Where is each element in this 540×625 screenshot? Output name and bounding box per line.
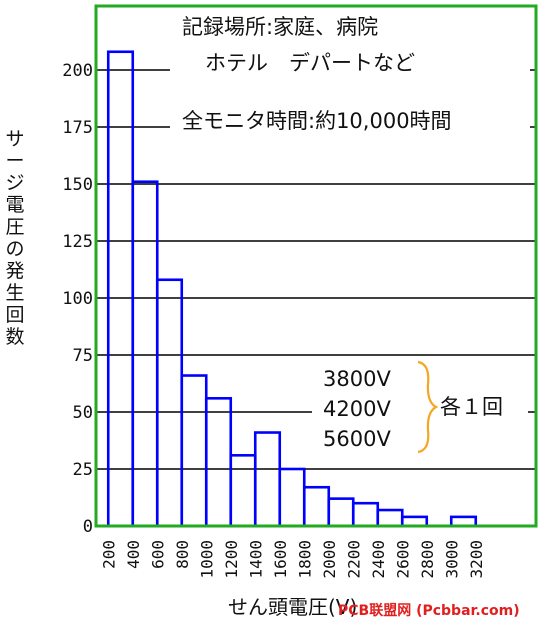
title-background (170, 10, 530, 138)
histogram-bar-2200 (351, 501, 380, 528)
x-tick-label: 1200 (222, 540, 241, 579)
y-tick-label: 175 (62, 118, 93, 138)
y-tick-label: 125 (62, 232, 93, 252)
histogram-bar-1800 (302, 485, 331, 528)
histogram-bar-800 (180, 374, 208, 528)
annotation-voltage: 5600V (323, 427, 391, 451)
annotation-background (312, 356, 528, 452)
annotation-label: 各１回 (440, 395, 503, 419)
x-tick-label: 3200 (467, 540, 486, 579)
annotation-voltage: 3800V (323, 367, 391, 391)
y-tick-label: 0 (83, 517, 93, 537)
histogram-bar-1400 (253, 431, 282, 528)
histogram-bar-1200 (229, 454, 257, 528)
x-axis-label: せん頭電圧(V) (228, 595, 357, 619)
annotation-bracket (417, 360, 439, 454)
histogram-bar-200 (106, 50, 135, 528)
histogram-bar-1600 (278, 467, 306, 528)
y-axis-label: サージ電圧の発生回数 (5, 128, 25, 348)
watermark-text: PCB联盟网 (Pcbbar.com) (338, 603, 520, 619)
x-tick-label: 400 (124, 540, 143, 569)
histogram-bar-1000 (204, 397, 233, 528)
y-tick-label: 100 (62, 289, 93, 309)
x-tick-label: 800 (173, 540, 192, 569)
x-tick-label: 2400 (369, 540, 388, 579)
y-tick-label: 50 (73, 403, 93, 423)
annotation-voltage: 4200V (323, 397, 391, 421)
title-line-3: 全モニタ時間:約10,000時間 (182, 109, 452, 133)
x-tick-label: 1000 (197, 540, 216, 579)
x-tick-label: 600 (148, 540, 167, 569)
x-tick-label: 2600 (393, 540, 412, 579)
x-tick-label: 3000 (442, 540, 461, 579)
x-tick-label: 200 (99, 540, 118, 569)
x-tick-label: 2200 (344, 540, 363, 579)
y-tick-label: 25 (73, 460, 93, 480)
x-tick-label: 1400 (246, 540, 265, 579)
histogram-bar-600 (155, 278, 184, 528)
title-line-1: 記録場所:家庭、病院 (182, 15, 378, 39)
histogram-bar-2000 (327, 497, 355, 528)
y-tick-label: 200 (62, 61, 93, 81)
plot-frame (94, 4, 538, 528)
y-tick-label: 150 (62, 175, 93, 195)
histogram-bar-400 (131, 180, 159, 528)
x-tick-label: 2800 (418, 540, 437, 579)
x-tick-label: 2000 (320, 540, 339, 579)
histogram-bar-2400 (376, 508, 404, 528)
x-tick-label: 1800 (295, 540, 314, 579)
x-tick-label: 1600 (271, 540, 290, 579)
y-tick-label: 75 (73, 346, 93, 366)
title-line-2: ホテル デパートなど (205, 51, 415, 75)
